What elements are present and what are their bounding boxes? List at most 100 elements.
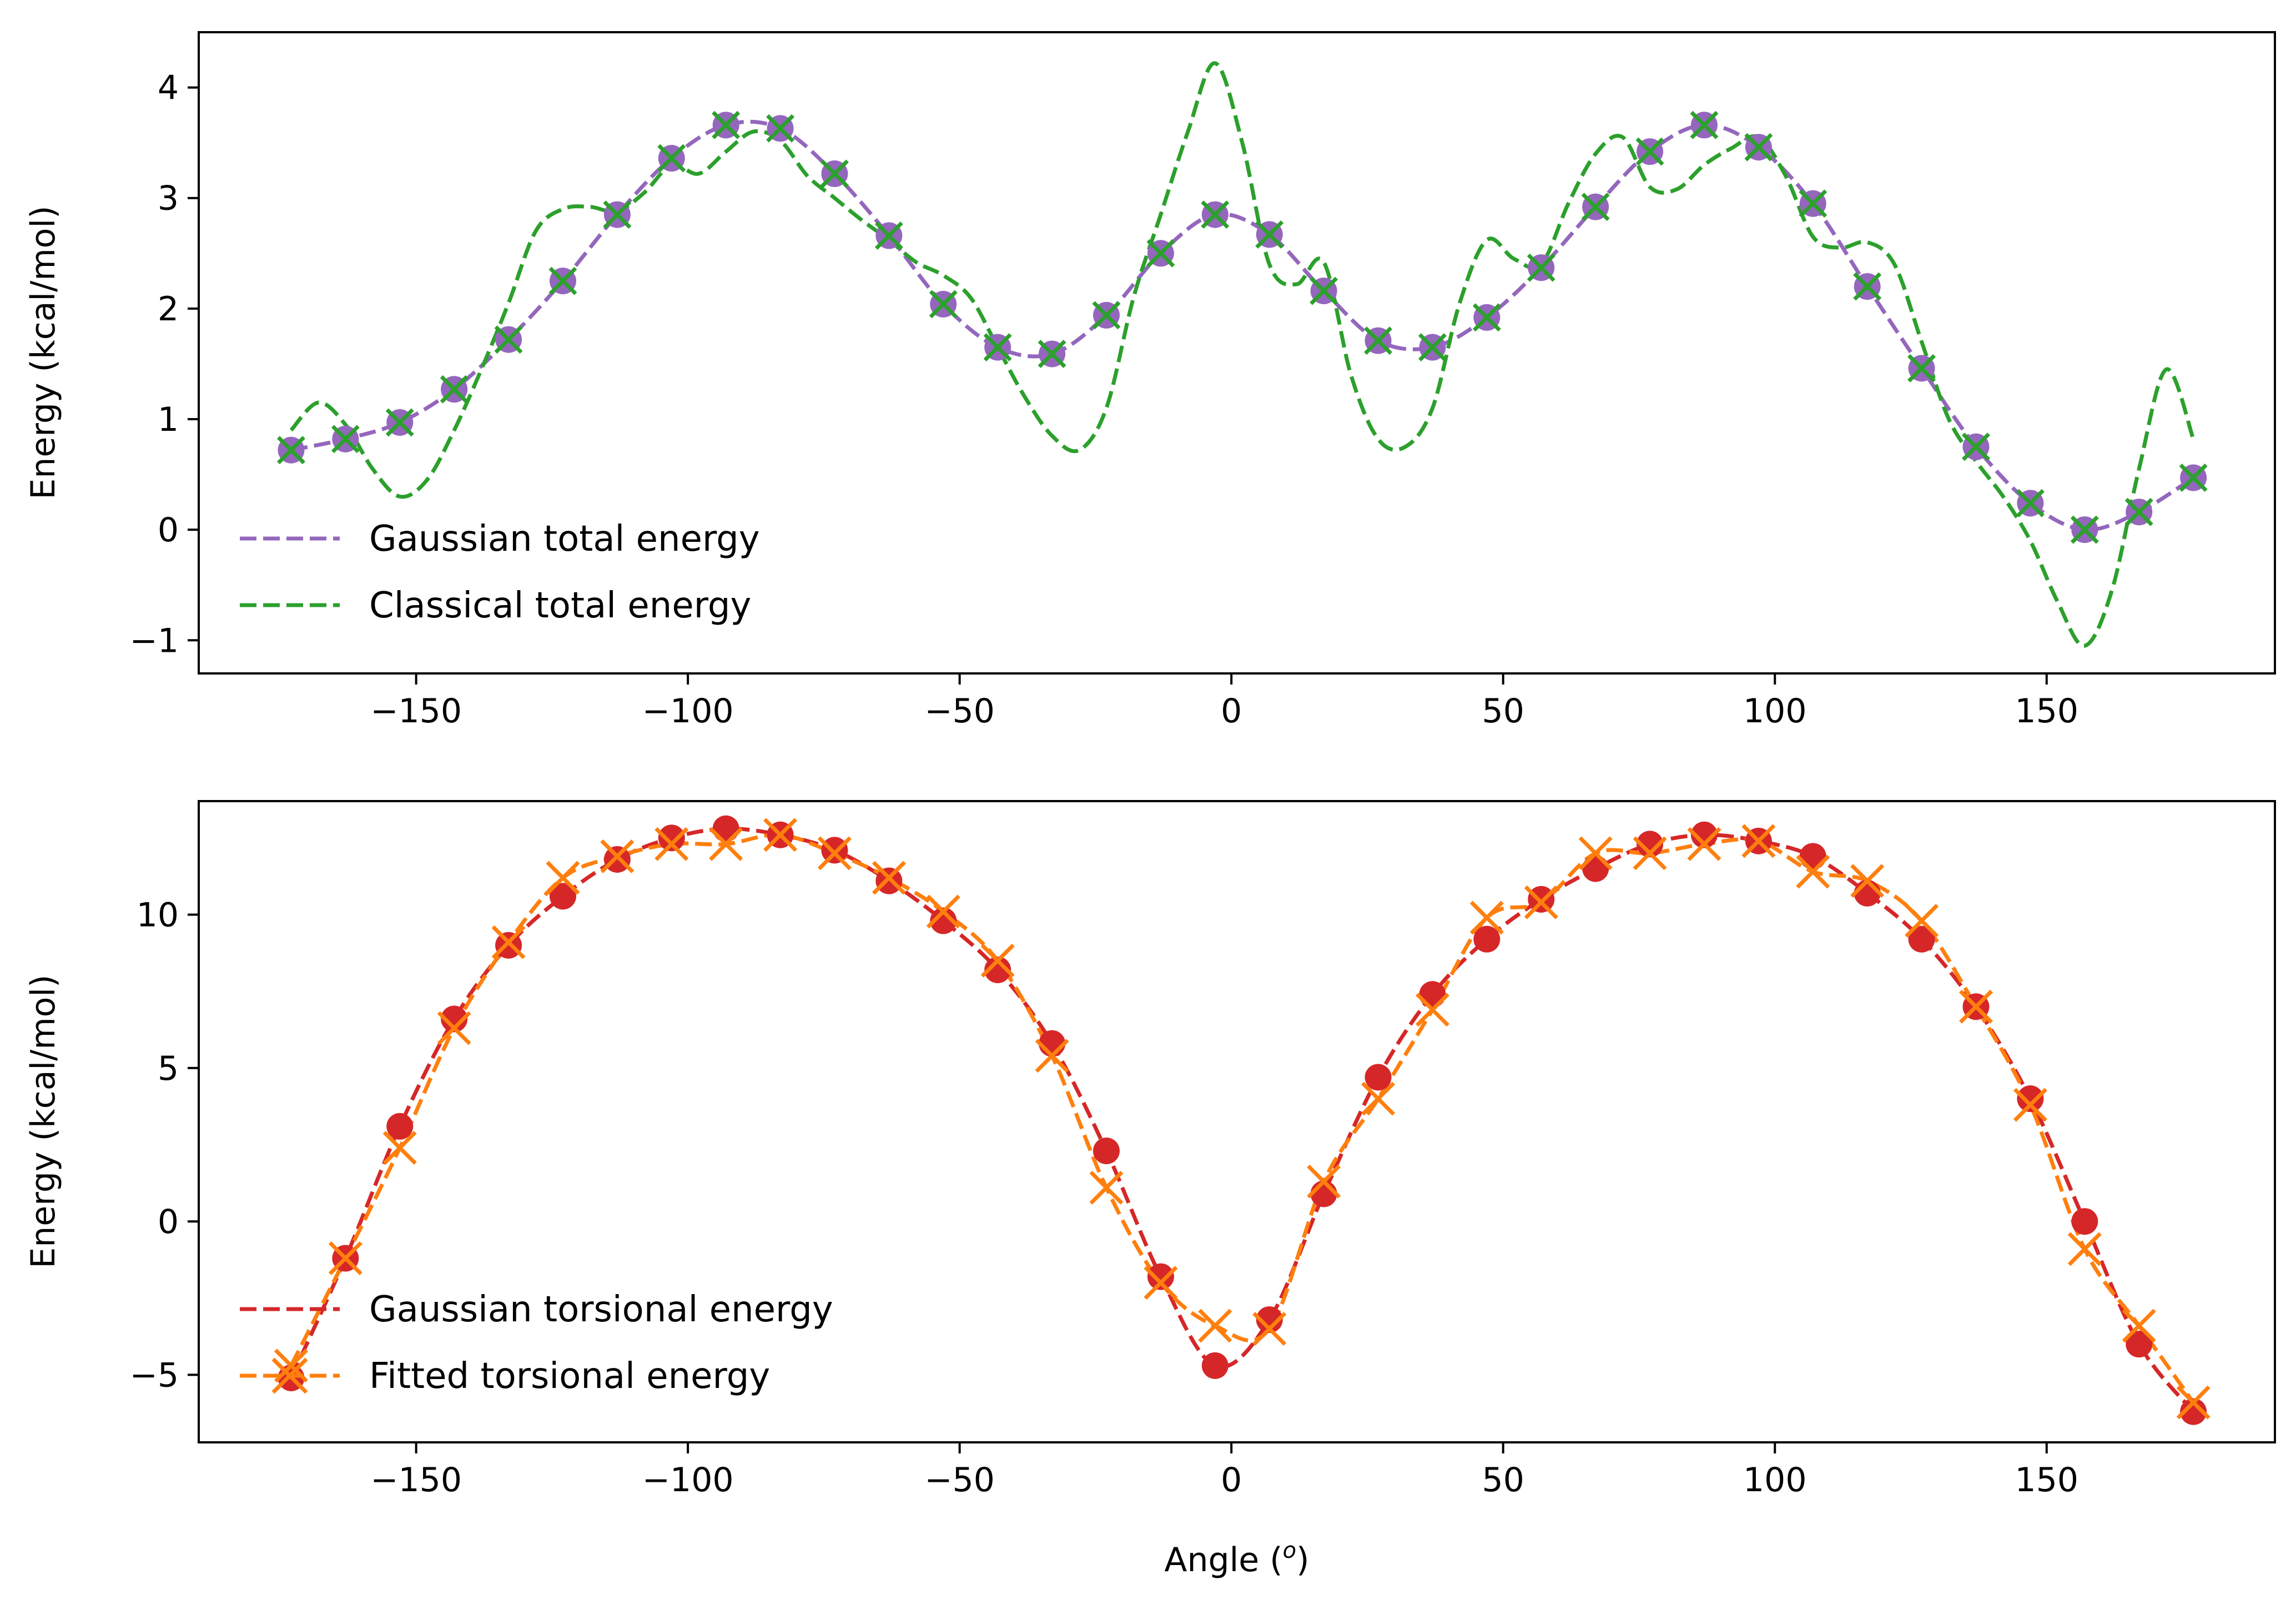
torsional-energy-y-tick-label-2: 5 [158, 1049, 179, 1088]
series-line-gaussian-torsional [289, 827, 2195, 1413]
point-classical-total-34 [2124, 497, 2153, 526]
total-energy-y-tick-label-0: −1 [130, 621, 179, 660]
torsional-energy-x-tick-label-6: 150 [2015, 1461, 2079, 1500]
total-energy-series [276, 61, 2208, 648]
total-energy-y-axis-label: Energy (kcal/mol) [24, 205, 63, 499]
point-gaussian-torsional-16 [1147, 1263, 1174, 1290]
total-energy-x-tick-label-0: −150 [370, 692, 462, 731]
point-fitted-torsional-29 [1850, 864, 1885, 898]
total-energy-y-tick-label-3: 2 [158, 290, 179, 329]
point-gaussian-torsional-22 [1473, 925, 1501, 953]
total-energy-legend: Gaussian total energy Classical total en… [240, 519, 760, 626]
point-classical-total-27 [1744, 133, 1773, 162]
point-gaussian-torsional-32 [2017, 1085, 2044, 1113]
point-gaussian-torsional-5 [549, 883, 576, 910]
point-fitted-torsional-22 [1469, 900, 1504, 935]
point-fitted-torsional-26 [1687, 827, 1721, 861]
point-fitted-torsional-5 [546, 861, 580, 895]
point-gaussian-torsional-26 [1690, 821, 1718, 848]
point-gaussian-torsional-20 [1364, 1064, 1392, 1091]
point-fitted-torsional-7 [654, 827, 689, 861]
point-classical-total-17 [1201, 200, 1230, 229]
point-classical-total-0 [276, 436, 305, 465]
legend-label-classical-total: Classical total energy [369, 585, 751, 626]
point-classical-total-25 [1635, 137, 1664, 166]
point-gaussian-torsional-13 [984, 956, 1011, 983]
point-gaussian-torsional-33 [2071, 1208, 2098, 1235]
point-fitted-torsional-32 [2013, 1088, 2047, 1122]
point-gaussian-torsional-17 [1201, 1352, 1228, 1379]
point-fitted-torsional-35 [2176, 1385, 2211, 1420]
point-gaussian-torsional-12 [930, 907, 957, 934]
legend-label-gaussian-torsional: Gaussian torsional energy [369, 1289, 833, 1330]
total-energy-y-tick-label-1: 0 [158, 511, 179, 550]
point-fitted-torsional-9 [763, 818, 798, 852]
point-fitted-torsional-34 [2122, 1309, 2156, 1343]
total-energy-x-tick-label-3: 0 [1221, 692, 1242, 731]
total-energy-plot-frame [198, 31, 2276, 675]
total-energy-ticks: −150 −100 −50 0 50 100 150 −1 0 1 2 3 4 [130, 69, 2079, 731]
point-gaussian-torsional-10 [821, 837, 848, 864]
total-energy-x-tick-label-4: 50 [1482, 692, 1524, 731]
point-gaussian-torsional-28 [1799, 843, 1826, 870]
point-gaussian-torsional-18 [1256, 1306, 1283, 1333]
point-gaussian-torsional-14 [1039, 1030, 1066, 1057]
point-fitted-torsional-24 [1578, 836, 1613, 871]
point-classical-total-11 [874, 221, 903, 250]
total-energy-x-tick-label-5: 100 [1743, 692, 1807, 731]
total-energy-x-tick-label-2: −50 [924, 692, 995, 731]
point-classical-total-23 [1527, 253, 1555, 282]
torsional-energy-x-tick-label-1: −100 [642, 1461, 734, 1500]
point-fitted-torsional-16 [1144, 1266, 1178, 1300]
point-classical-total-29 [1853, 272, 1882, 301]
point-classical-total-7 [657, 144, 686, 173]
point-classical-total-10 [820, 159, 849, 188]
point-fitted-torsional-23 [1524, 885, 1558, 919]
torsional-energy-y-tick-label-0: −5 [130, 1356, 179, 1395]
torsional-energy-plot-area [274, 815, 2211, 1425]
legend-label-gaussian-total: Gaussian total energy [369, 519, 760, 560]
point-fitted-torsional-31 [1959, 989, 1993, 1024]
point-fitted-torsional-6 [600, 839, 635, 873]
point-gaussian-torsional-11 [875, 867, 903, 894]
point-gaussian-torsional-21 [1419, 981, 1446, 1008]
torsional-energy-x-tick-label-0: −150 [370, 1461, 462, 1500]
point-classical-total-5 [548, 266, 577, 295]
point-gaussian-torsional-25 [1637, 831, 1664, 858]
point-fitted-torsional-2 [382, 1130, 417, 1165]
point-fitted-torsional-15 [1089, 1170, 1124, 1205]
point-classical-total-13 [983, 333, 1012, 362]
point-classical-total-26 [1690, 110, 1719, 139]
point-fitted-torsional-20 [1361, 1081, 1396, 1116]
torsional-energy-y-tick-label-3: 10 [137, 895, 179, 934]
point-classical-total-18 [1255, 220, 1284, 249]
point-classical-total-30 [1907, 354, 1936, 383]
point-gaussian-torsional-34 [2126, 1331, 2153, 1358]
point-gaussian-torsional-4 [495, 932, 522, 959]
legend-label-fitted-torsional: Fitted torsional energy [369, 1356, 770, 1397]
total-energy-x-tick-label-6: 150 [2015, 692, 2079, 731]
point-gaussian-torsional-7 [658, 824, 685, 852]
torsional-energy-plot-frame [198, 800, 2276, 1443]
point-classical-total-21 [1418, 333, 1447, 362]
torsional-energy-x-tick-label-5: 100 [1743, 1461, 1807, 1500]
point-classical-total-15 [1092, 301, 1121, 330]
point-classical-total-31 [1962, 432, 1990, 461]
legend-marker-fitted-torsional [271, 1357, 308, 1394]
point-classical-total-1 [331, 425, 360, 454]
point-classical-total-19 [1310, 276, 1338, 305]
point-classical-total-20 [1364, 326, 1393, 355]
point-fitted-torsional-3 [437, 1011, 471, 1045]
point-gaussian-torsional-35 [2180, 1398, 2207, 1425]
total-energy-x-tick-label-1: −100 [642, 692, 734, 731]
point-fitted-torsional-13 [980, 943, 1015, 978]
point-fitted-torsional-14 [1035, 1039, 1069, 1073]
point-fitted-torsional-19 [1307, 1164, 1341, 1199]
point-fitted-torsional-4 [491, 925, 526, 959]
point-classical-total-33 [2070, 515, 2099, 544]
point-gaussian-torsional-23 [1528, 886, 1555, 913]
point-classical-total-3 [440, 375, 469, 404]
point-classical-total-14 [1038, 340, 1066, 368]
